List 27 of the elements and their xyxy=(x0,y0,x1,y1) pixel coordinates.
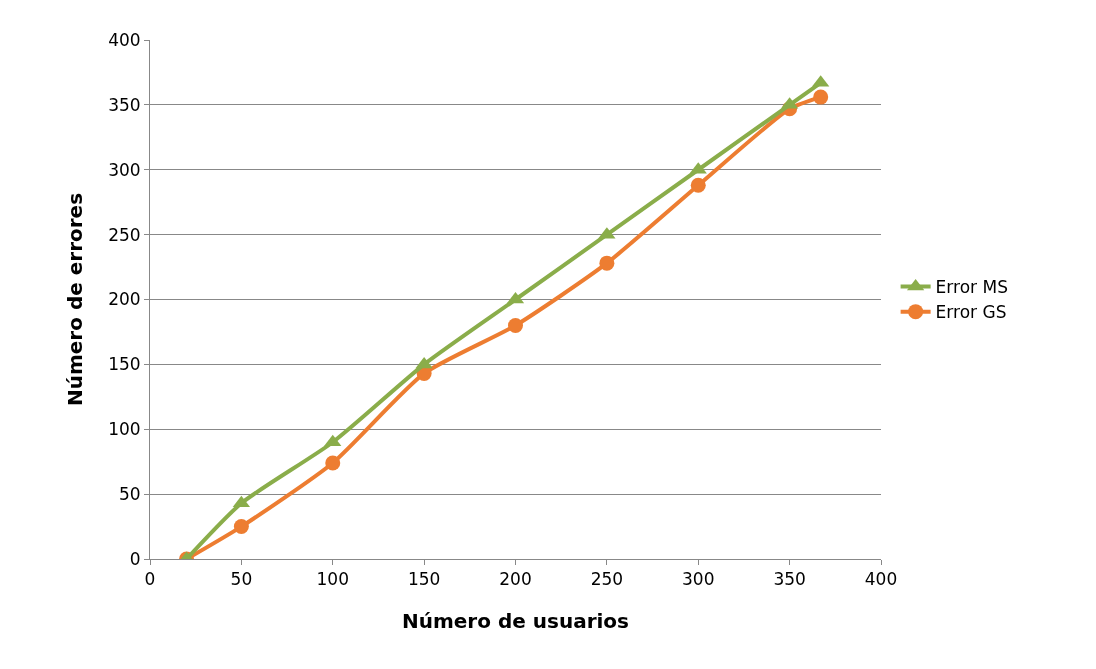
point xyxy=(813,89,829,105)
x-tick-label: 250 xyxy=(590,569,624,590)
y-tick-label: 200 xyxy=(108,289,141,310)
x-tick-label: 100 xyxy=(316,569,349,590)
point xyxy=(690,177,706,193)
legend-label: Error GS xyxy=(935,302,1007,323)
x-tick-label: 150 xyxy=(407,569,441,590)
y-tick-label: 150 xyxy=(108,354,141,375)
x-tick-label: 50 xyxy=(230,569,253,590)
y-tick-label: 0 xyxy=(129,548,141,569)
y-tick-label: 400 xyxy=(108,29,141,50)
y-tick-label: 50 xyxy=(118,484,141,505)
x-tick-label: 0 xyxy=(144,569,156,590)
y-tick-label: 300 xyxy=(108,159,141,180)
x-tick-label: 300 xyxy=(682,569,715,590)
y-axis-title: Número de errores xyxy=(62,192,87,407)
x-tick-label: 200 xyxy=(499,569,532,590)
x-tick-label: 400 xyxy=(864,569,898,590)
y-tick-label: 100 xyxy=(108,419,141,440)
y-tick-label: 350 xyxy=(108,94,141,115)
y-tick-label: 250 xyxy=(108,224,141,245)
point xyxy=(508,317,523,333)
point xyxy=(415,356,433,369)
x-axis-title: Número de usuarios xyxy=(401,608,630,633)
x-tick-label: 350 xyxy=(773,569,806,590)
legend-label: Error MS xyxy=(935,277,1008,298)
point xyxy=(599,255,615,271)
